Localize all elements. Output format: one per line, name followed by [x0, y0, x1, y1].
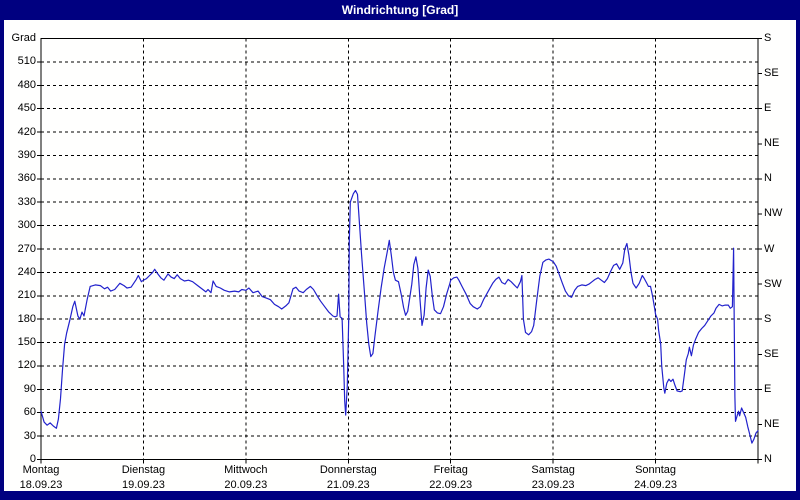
y-axis-tick-label: 270	[17, 242, 36, 255]
compass-tick-label: E	[764, 102, 772, 115]
y-axis-tick-label: 30	[23, 429, 36, 442]
compass-tick-label: NW	[764, 207, 783, 220]
date-label: 23.09.23	[531, 479, 575, 491]
title-bar: Windrichtung [Grad]	[0, 0, 800, 20]
y-axis-tick-label: 390	[17, 148, 36, 161]
y-axis-tick-label: 60	[23, 406, 36, 419]
compass-tick-label: N	[764, 453, 772, 465]
chart-title: Windrichtung [Grad]	[341, 3, 459, 17]
y-axis-unit-label: Grad	[11, 31, 36, 44]
day-label: Donnerstag	[319, 464, 377, 476]
axis-ticks	[37, 38, 762, 464]
y-axis-tick-label: 360	[17, 172, 36, 185]
date-label: 24.09.23	[634, 479, 677, 491]
wind-direction-line	[40, 189, 759, 444]
day-label: Samstag	[531, 464, 575, 476]
plot-border	[40, 38, 759, 460]
day-label: Sonntag	[635, 464, 677, 476]
y-axis-tick-label: 450	[17, 102, 36, 115]
day-label: Mittwoch	[224, 464, 268, 476]
date-label: 22.09.23	[429, 479, 473, 491]
y-axis-tick-label: 240	[17, 265, 36, 278]
y-axis-tick-label: 300	[17, 219, 36, 232]
gridlines	[41, 38, 758, 460]
y-axis-tick-label: 420	[17, 125, 36, 138]
date-label: 18.09.23	[19, 479, 63, 491]
compass-tick-label: SE	[764, 67, 779, 80]
compass-tick-label: SE	[764, 347, 779, 360]
compass-tick-label: SW	[764, 277, 782, 290]
compass-tick-label: N	[764, 172, 772, 185]
y-axis-tick-label: 120	[17, 359, 36, 372]
day-label: Freitag	[433, 464, 468, 476]
y-axis-tick-label: 90	[23, 382, 36, 395]
compass-tick-label: S	[764, 32, 772, 44]
compass-tick-label: NE	[764, 137, 780, 150]
compass-tick-label: E	[764, 382, 772, 395]
y-axis-tick-label: 330	[17, 195, 36, 208]
y-axis-tick-label: 0	[29, 453, 36, 465]
y-axis-tick-label: 480	[17, 78, 36, 91]
y-axis-tick-label: 180	[17, 312, 36, 325]
y-axis-tick-label: 510	[17, 55, 36, 68]
day-label: Montag	[22, 464, 60, 476]
y-axis-tick-label: 210	[17, 289, 36, 302]
plot-frame	[40, 38, 759, 460]
compass-tick-label: NE	[764, 417, 780, 430]
compass-tick-label: W	[764, 242, 775, 255]
date-label: 20.09.23	[224, 479, 268, 491]
y-axis-tick-label: 150	[17, 336, 36, 349]
compass-tick-label: S	[764, 312, 772, 325]
day-label: Dienstag	[121, 464, 166, 476]
date-label: 19.09.23	[122, 479, 165, 491]
date-label: 21.09.23	[326, 479, 370, 491]
chart-area	[4, 20, 796, 491]
